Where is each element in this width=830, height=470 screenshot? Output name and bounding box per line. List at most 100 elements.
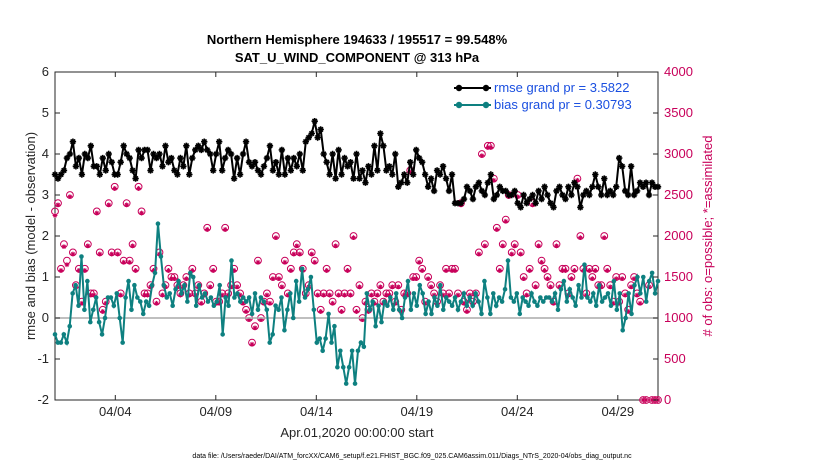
series-point <box>214 299 220 304</box>
series-point <box>70 291 75 296</box>
series-point <box>69 138 77 145</box>
legend-rmse-marker-a <box>455 84 463 92</box>
obs-assimilated-point <box>231 268 237 273</box>
series-point <box>446 299 452 304</box>
obs-assimilated-point <box>598 284 604 290</box>
x-tick-label: 04/09 <box>200 404 233 419</box>
series-point <box>607 187 614 195</box>
obs-assimilated-point <box>398 309 404 314</box>
obs-assimilated-point <box>521 276 527 282</box>
series-point <box>143 299 149 304</box>
series-point <box>529 291 534 296</box>
series-point <box>374 167 381 174</box>
series-point <box>440 307 446 313</box>
series-point <box>632 282 637 288</box>
series-point <box>346 364 352 370</box>
series-point <box>396 307 402 313</box>
series-point <box>593 303 599 309</box>
series-point <box>590 291 596 296</box>
obs-assimilated-point <box>560 268 565 273</box>
series-point <box>61 332 67 337</box>
series-point <box>580 191 587 199</box>
series-point <box>323 336 328 341</box>
obs-assimilated-point <box>330 300 336 306</box>
series-point <box>508 191 515 199</box>
series-point <box>541 183 548 190</box>
series-point <box>93 163 100 170</box>
right-tick-label: 0 <box>664 392 671 407</box>
obs-assimilated-point <box>249 341 255 347</box>
series-point <box>481 191 489 199</box>
series-point <box>349 348 355 354</box>
series-point <box>329 340 334 345</box>
series-point <box>535 187 542 195</box>
obs-assimilated-point <box>422 300 428 306</box>
series-point <box>155 221 161 226</box>
obs-assimilated-point <box>163 284 168 290</box>
series-point <box>592 171 599 178</box>
right-axis: 0 500 1000 1500 2000 2500 3000 3500 4000 <box>653 64 693 407</box>
series-point <box>202 291 208 296</box>
series-point <box>460 195 468 203</box>
series-point <box>601 175 608 182</box>
series-point <box>476 299 481 304</box>
series-point <box>538 295 543 300</box>
series-point <box>302 138 309 145</box>
series-point <box>102 167 109 174</box>
series-point <box>599 299 605 304</box>
obs-assimilated-point <box>166 268 171 273</box>
obs-assimilated-point <box>339 309 344 314</box>
series-point <box>559 191 566 199</box>
series-point <box>546 295 552 300</box>
right-tick-label: 1000 <box>664 310 693 325</box>
series-point <box>574 183 581 190</box>
series-point <box>288 291 293 296</box>
series-point <box>156 150 163 158</box>
series-point <box>343 381 349 386</box>
series-point <box>311 307 317 313</box>
series-point <box>278 146 286 154</box>
obs-assimilated-point <box>539 259 544 265</box>
series-point <box>485 295 490 300</box>
series-point <box>529 191 536 199</box>
series-point <box>621 187 629 195</box>
series-point <box>520 191 527 199</box>
obs-assimilated-point <box>395 284 401 290</box>
obs-assimilated-point <box>142 292 147 298</box>
x-tick-label: 04/24 <box>501 404 534 419</box>
series-point <box>165 159 172 166</box>
footer-datafile: data file: /Users/raeder/DAI/ATM_forcXX/… <box>192 453 632 460</box>
series-point <box>404 179 411 186</box>
series-point <box>285 307 290 313</box>
series-point <box>583 187 590 195</box>
series-point <box>111 303 117 309</box>
series-point <box>382 299 387 304</box>
series-point <box>553 187 560 195</box>
obs-assimilated-point <box>634 292 640 298</box>
series-point <box>487 171 495 178</box>
obs-assimilated-point <box>309 251 315 257</box>
obs-assimilated-point <box>637 300 643 306</box>
series-point <box>162 142 169 149</box>
series-point <box>640 274 646 280</box>
obs-assimilated-point <box>601 235 607 241</box>
series-point <box>60 167 68 174</box>
obs-assimilated-point <box>219 292 225 298</box>
obs-assimilated-point <box>160 292 165 298</box>
series-point <box>338 171 345 178</box>
obs-assimilated-point <box>115 251 121 257</box>
series-point <box>479 311 484 317</box>
series-point <box>72 163 80 170</box>
legend: rmse grand pr = 3.5822 bias grand pr = 0… <box>454 80 632 112</box>
series-point <box>567 287 573 292</box>
series-point <box>120 142 127 149</box>
obs-assimilated-point <box>524 292 530 298</box>
obs-assimilated-point <box>357 284 362 290</box>
obs-assimilated-point <box>103 300 109 306</box>
series-point <box>410 171 417 178</box>
obs-assimilated-point <box>428 284 434 290</box>
obs-assimilated-point <box>446 292 452 298</box>
series-point <box>258 295 264 300</box>
series-point <box>511 187 518 195</box>
